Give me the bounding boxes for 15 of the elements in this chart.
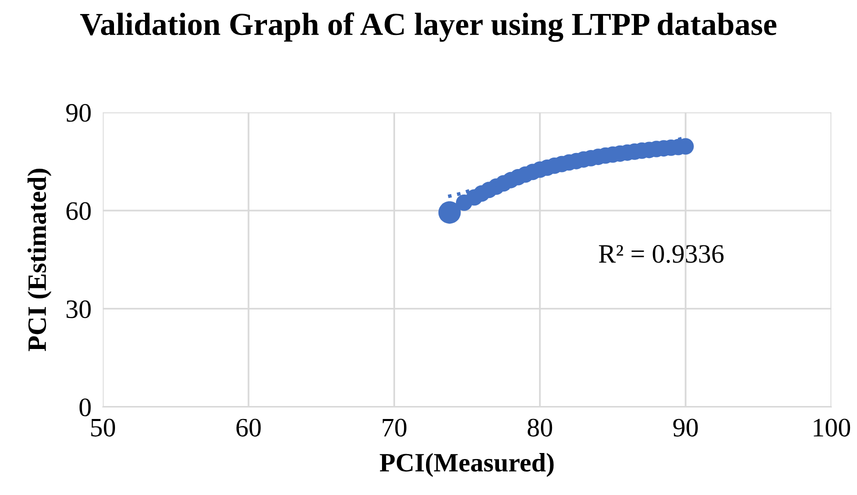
x-tick-label: 80 [528,418,552,437]
y-tick-label: 30 [66,300,91,318]
y-tick-label: 60 [66,202,91,220]
x-tick-label: 100 [814,418,850,437]
y-tick-label: 90 [66,104,91,122]
x-tick-label: 50 [91,418,116,437]
x-axis-title: PCI(Measured) [380,453,554,477]
y-axis-title: PCI (Estimated) [28,168,52,352]
chart-title: Validation Graph of AC layer using LTPP database [80,12,776,42]
x-tick-label: 70 [382,418,406,437]
x-tick-label: 90 [673,418,698,437]
y-tick-label: 0 [80,398,91,416]
x-tick-label: 60 [236,418,261,437]
point [438,201,461,224]
annotation: R² = 0.9336 [598,245,724,263]
